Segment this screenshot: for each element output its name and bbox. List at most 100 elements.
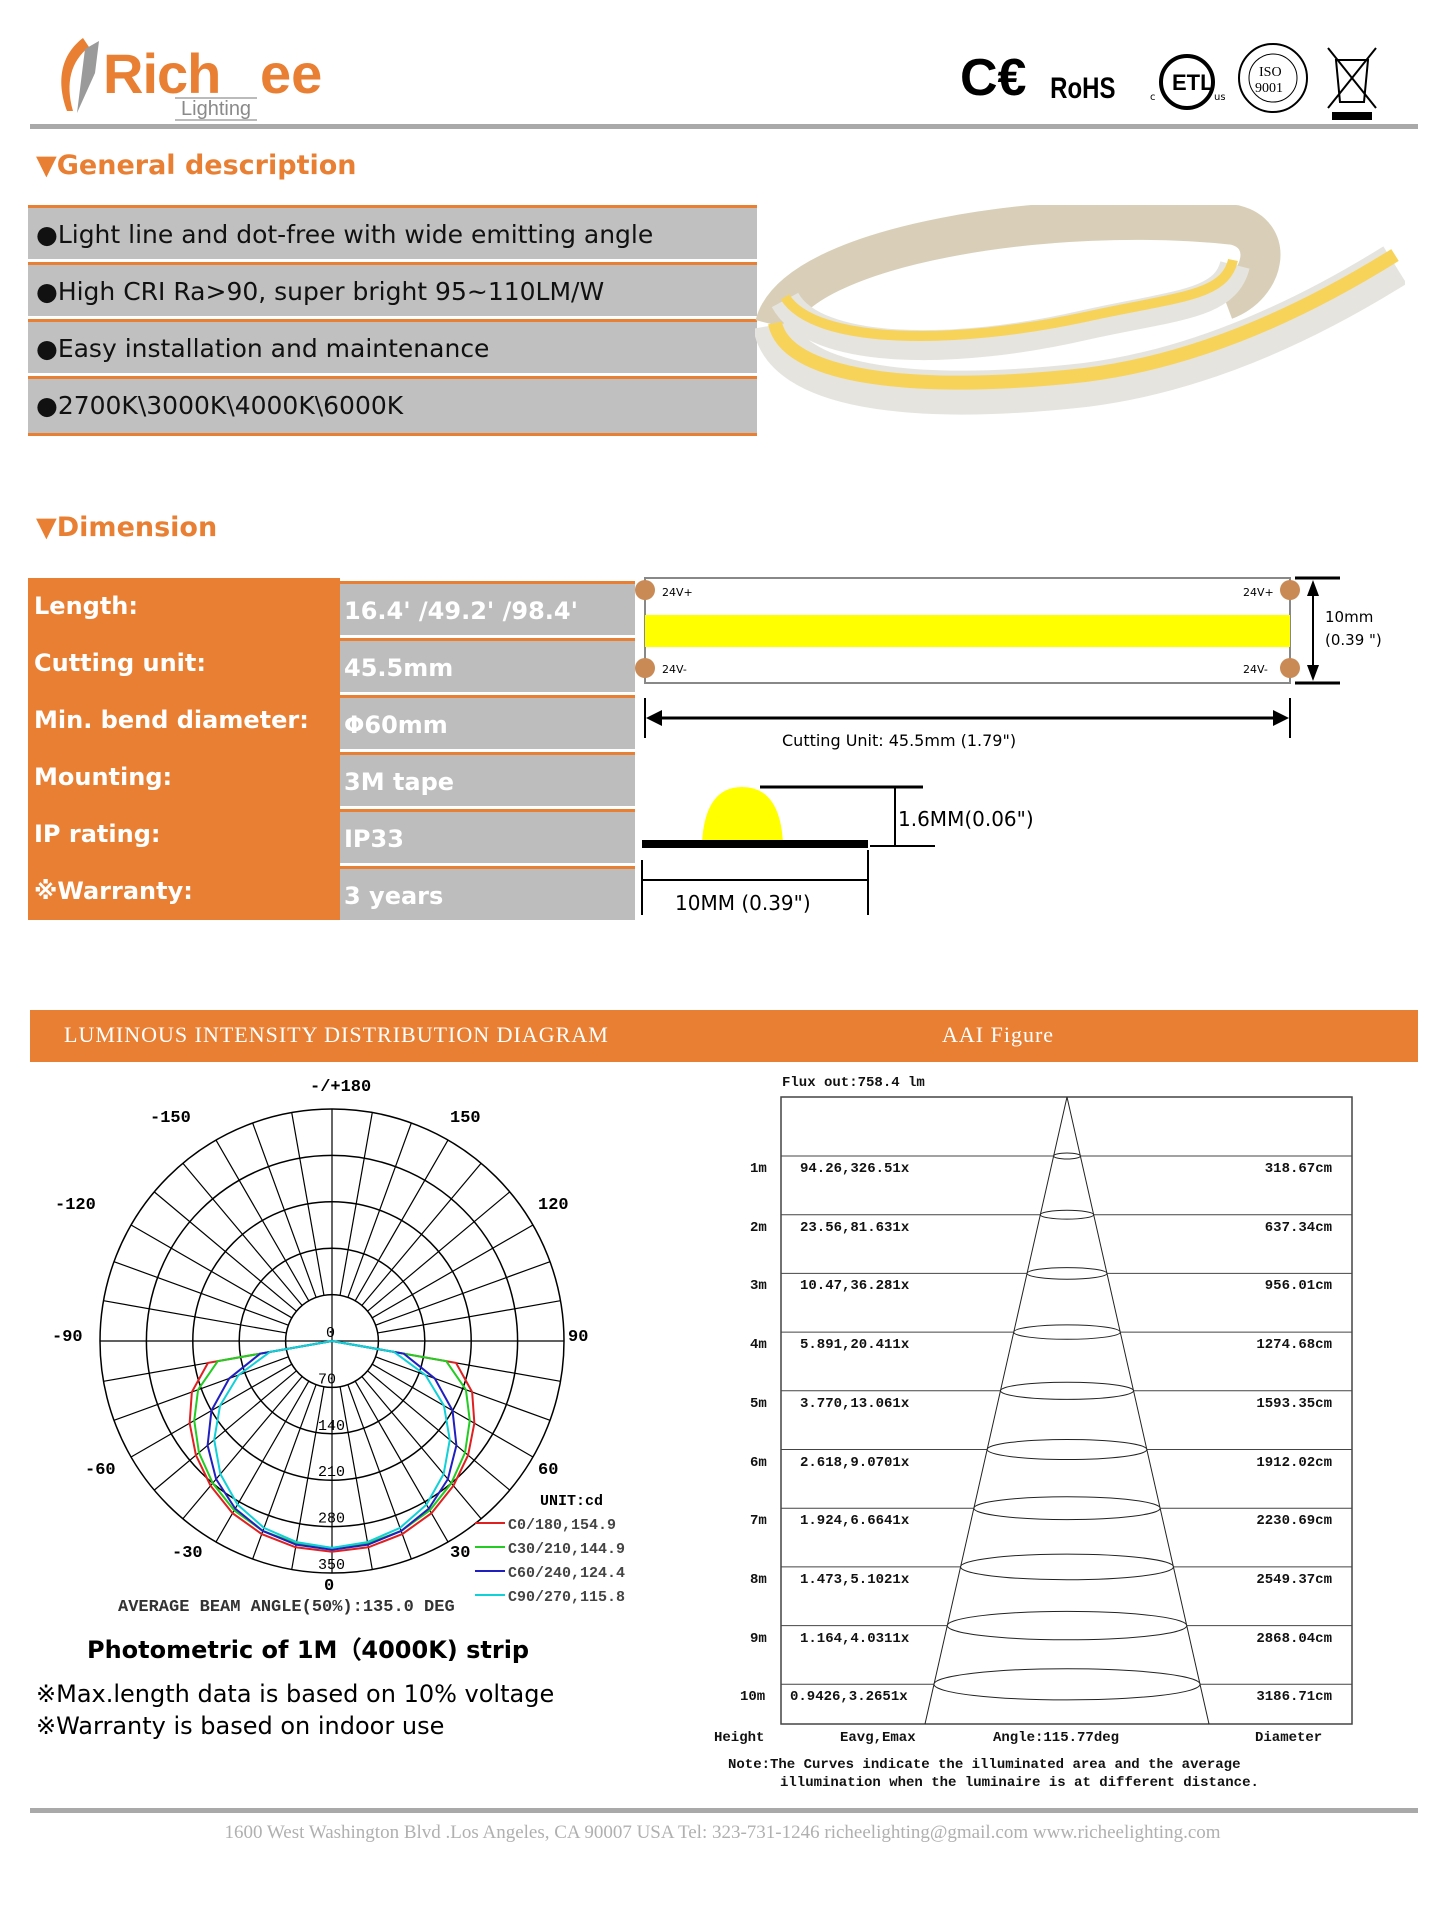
polar-spoke [375,1261,551,1326]
aai-note: illumination when the luminaire is at di… [780,1775,1259,1791]
base-width-label: 10MM (0.39") [675,891,811,915]
polar-spoke [291,1386,325,1570]
col-eavg-label: Eavg,Emax [840,1730,916,1746]
svg-text:c: c [1150,92,1156,103]
etl-icon: ETL c us [1150,54,1225,110]
aai-illuminance: 3.770,13.061x [800,1395,910,1412]
photometric-caption: Photometric of 1M（4000K) strip [87,1636,530,1664]
col-angle-label: Angle:115.77deg [993,1730,1120,1746]
dimension-value: 3 years [340,866,635,920]
ce-mark-icon: C€ [960,49,1027,107]
intensity-curve-2 [206,1340,458,1551]
beam-angle-annotation: AVERAGE BEAM ANGLE(50%):135.0 DEG [118,1598,455,1617]
feature-item: ●High CRI Ra>90, super bright 95~110LM/W [28,262,757,316]
illumination-ellipse [960,1553,1174,1581]
aai-height: 1m [750,1161,767,1177]
polar-spoke [367,1191,511,1312]
aai-note: Note:The Curves indicate the illuminated… [728,1757,1241,1773]
aai-height: 4m [750,1337,767,1354]
polar-spoke [215,1380,310,1543]
dimension-label: Mounting: [28,749,340,806]
illumination-ellipse [1053,1152,1081,1160]
polar-spoke [113,1261,289,1326]
polar-spoke [375,1356,551,1421]
aai-diameter: 1274.68cm [1256,1337,1332,1354]
dimension-value: 45.5mm [340,638,635,692]
radial-tick-label: 210 [318,1464,345,1481]
illumination-ellipse [946,1610,1188,1641]
angle-label: -150 [150,1109,191,1128]
angle-label: -30 [172,1544,203,1563]
logo-subtext: Lighting [175,97,258,121]
polar-spoke [354,1139,449,1302]
polar-spoke [361,1376,482,1520]
aai-diameter: 3186.71cm [1256,1689,1332,1706]
polar-spoke [291,1112,325,1296]
solder-pad-icon [635,658,655,678]
angle-label: 30 [450,1544,470,1563]
aai-height: 3m [750,1278,767,1295]
angle-label: -90 [52,1328,83,1347]
polar-spoke [252,1384,317,1560]
logo-flame-icon [61,38,99,113]
polar-spoke [347,1384,412,1560]
intensity-curve-3 [213,1340,451,1549]
legend-entry: C0/180,154.9 [508,1517,616,1534]
weee-bin-icon [1327,47,1377,120]
general-title-text: General description [56,150,357,181]
polar-spoke [361,1162,482,1306]
dimension-value: Φ60mm [340,695,635,749]
dimension-value: 3M tape [340,752,635,806]
angle-label: 150 [450,1109,481,1128]
polar-spoke [367,1370,511,1491]
dimension-label: Length: [28,578,340,635]
svg-text:ISO: ISO [1259,65,1282,80]
aai-illuminance: 0.9426,3.2651x [790,1689,908,1706]
aai-height: 5m [750,1395,767,1412]
note-max-length: ※Max.length data is based on 10% voltage [36,1680,555,1708]
legend-entry: C60/240,124.4 [508,1565,625,1582]
dimension-label: ※Warranty: [28,863,340,920]
polar-spoke [252,1122,317,1298]
feature-item: ●Light line and dot-free with wide emitt… [28,205,757,259]
illumination-ellipse [999,1381,1135,1400]
feature-item: ●2700K\3000K\4000K\6000K [28,376,757,436]
polar-spoke [182,1162,303,1306]
pad-label: 24V+ [662,586,693,599]
pad-label: 24V- [1243,663,1268,676]
aai-illuminance: 1.473,5.1021x [800,1571,910,1588]
led-cross-section [702,787,783,843]
angle-label: 60 [538,1461,558,1480]
aai-header: AAI Figure [942,1022,1055,1047]
polar-spoke [347,1122,412,1298]
aai-height: 9m [750,1630,767,1647]
aai-figure [780,1096,1353,1725]
solder-pad-icon [1280,580,1300,600]
svg-text:ETL: ETL [1172,70,1214,95]
aai-diameter: 2230.69cm [1256,1513,1332,1530]
illumination-ellipse [1026,1267,1108,1280]
aai-diameter: 2549.37cm [1256,1571,1332,1588]
angle-label: 90 [568,1328,588,1347]
angle-label: 120 [538,1196,569,1215]
diagram-header-bar: LUMINOUS INTENSITY DISTRIBUTION DIAGRAM … [30,1010,1418,1062]
certification-logos: C€ RoHS ETL c us ISO 9001 [960,40,1400,125]
led-band [645,615,1290,647]
col-diameter-label: Diameter [1255,1730,1323,1746]
brand-logo: Rich ee Lighting [55,33,355,123]
dimension-title-text: Dimension [56,512,218,543]
illumination-ellipse [1013,1324,1121,1340]
illumination-ellipse [973,1496,1161,1521]
footer-contact: 1600 West Washington Blvd .Los Angeles, … [224,1822,1221,1843]
dimension-drawing: 24V+ 24V+ 24V- 24V- 10mm (0.39 ") Cuttin… [635,576,1382,915]
unit-label: UNIT:cd [540,1493,603,1510]
solder-pad-icon [635,580,655,600]
feature-item: ●Easy installation and maintenance [28,319,757,373]
aai-height: 10m [740,1689,766,1706]
polar-spoke [103,1300,287,1334]
radial-tick-label: 280 [318,1511,345,1528]
polar-spoke [354,1380,449,1543]
aai-diameter: 318.67cm [1264,1161,1332,1177]
polar-spoke [377,1300,561,1334]
